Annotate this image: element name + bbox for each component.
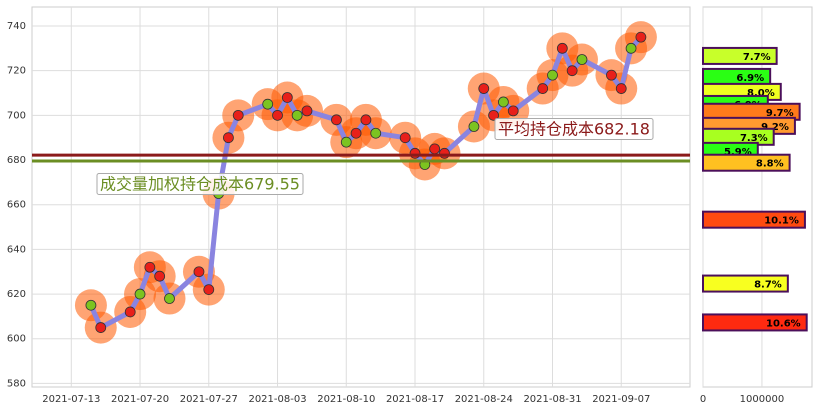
point: [95, 322, 107, 333]
point: [615, 83, 627, 94]
annotation: 成交量加权持仓成本679.55: [100, 175, 300, 194]
point: [537, 83, 549, 94]
volume-bar: [702, 274, 789, 293]
point: [331, 114, 342, 126]
point: [507, 105, 519, 117]
share-label: 10.6%: [766, 318, 801, 329]
share-label: 9.2%: [761, 122, 789, 133]
point: [164, 293, 175, 304]
point: [144, 261, 156, 273]
point: [262, 98, 274, 110]
point: [488, 109, 499, 121]
point: [350, 127, 362, 139]
share-label: 7.3%: [740, 133, 768, 144]
point: [154, 270, 166, 282]
point: [223, 132, 234, 144]
share-label: 8.7%: [754, 280, 782, 291]
point: [606, 69, 617, 81]
share-label: 5.9%: [724, 147, 752, 158]
x-tick-label: 2021-09-07: [592, 394, 650, 405]
x-tick-label: 0: [700, 394, 706, 405]
volume-bar: [702, 153, 791, 172]
point: [124, 306, 136, 318]
point: [625, 42, 637, 54]
y-tick-label: 720: [7, 66, 26, 77]
point: [232, 109, 244, 121]
point: [409, 147, 421, 159]
y-tick-label: 660: [7, 200, 26, 211]
annotation: 平均持仓成本682.18: [498, 120, 650, 139]
point: [134, 288, 146, 300]
point: [85, 299, 97, 311]
point: [478, 83, 490, 94]
point: [566, 65, 578, 77]
annotation-box: [96, 173, 304, 195]
point: [429, 143, 441, 155]
point: [635, 31, 647, 43]
x-tick-label: 2021-08-31: [523, 394, 581, 405]
volume-bar: [702, 313, 808, 332]
point: [439, 147, 450, 159]
point: [203, 284, 215, 295]
x-tick-label: 2021-07-20: [111, 394, 169, 405]
point: [399, 132, 411, 144]
y-tick-label: 700: [7, 110, 26, 121]
x-tick-label: 2021-08-17: [386, 394, 444, 405]
point: [291, 109, 303, 121]
point: [576, 54, 588, 65]
volume-bar: [702, 46, 778, 65]
x-tick-label: 1000000: [740, 394, 785, 405]
point: [193, 266, 205, 278]
share-label: 8.8%: [756, 159, 784, 170]
x-tick-label: 2021-08-03: [248, 394, 306, 405]
share-label: 8.0%: [747, 88, 775, 99]
y-tick-label: 580: [7, 378, 26, 389]
point: [360, 114, 372, 126]
share-label: 7.7%: [743, 52, 771, 63]
x-tick-label: 2021-08-10: [317, 394, 375, 405]
x-tick-label: 2021-07-27: [180, 394, 238, 405]
annotation-box: [494, 118, 654, 140]
x-tick-label: 2021-08-24: [455, 394, 513, 405]
point: [556, 42, 568, 54]
share-label: 6.9%: [736, 73, 764, 84]
x-tick-label: 2021-07-13: [42, 394, 100, 405]
point: [370, 127, 382, 139]
point: [340, 136, 352, 148]
share-label: 9.7%: [766, 108, 794, 119]
point: [468, 121, 480, 132]
point: [281, 92, 293, 103]
share-label: 10.1%: [764, 216, 799, 227]
volume-bar: [702, 210, 806, 229]
point: [301, 105, 313, 117]
point: [272, 109, 283, 121]
y-tick-label: 680: [7, 155, 26, 166]
y-tick-label: 600: [7, 334, 26, 345]
point: [547, 69, 558, 81]
y-tick-label: 740: [7, 21, 26, 32]
plot-frame: [31, 6, 691, 388]
point: [498, 96, 509, 108]
y-tick-label: 640: [7, 244, 26, 255]
y-tick-label: 620: [7, 289, 26, 300]
